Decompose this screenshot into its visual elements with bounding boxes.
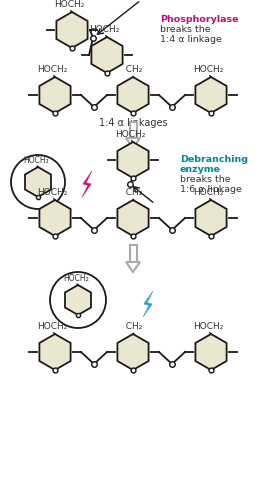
Text: HOCH₂: HOCH₂ [63, 274, 89, 283]
Text: breaks the: breaks the [160, 26, 211, 35]
Circle shape [50, 272, 106, 328]
Text: breaks the: breaks the [180, 176, 231, 184]
Text: HOCH₂: HOCH₂ [193, 65, 223, 74]
Text: HOCH₂: HOCH₂ [193, 322, 223, 331]
Polygon shape [40, 334, 70, 370]
Polygon shape [195, 77, 227, 113]
Polygon shape [143, 291, 153, 317]
Polygon shape [117, 77, 149, 113]
Polygon shape [117, 142, 149, 178]
Polygon shape [91, 37, 123, 73]
Polygon shape [82, 171, 92, 197]
Text: HOCH₂: HOCH₂ [115, 130, 145, 139]
Text: HOCH₂: HOCH₂ [37, 322, 67, 331]
Polygon shape [117, 334, 149, 370]
Polygon shape [65, 285, 91, 315]
Text: enzyme: enzyme [180, 166, 221, 174]
Polygon shape [56, 12, 88, 48]
Circle shape [11, 155, 65, 209]
Text: CH₂: CH₂ [124, 188, 142, 197]
Polygon shape [126, 262, 140, 272]
Text: HOCH₂: HOCH₂ [37, 188, 67, 197]
Text: HOCH₂: HOCH₂ [23, 156, 49, 165]
Text: 1:4 α linkage: 1:4 α linkage [160, 34, 222, 43]
Text: HOCH₂: HOCH₂ [89, 25, 119, 34]
Polygon shape [25, 167, 51, 197]
Polygon shape [195, 200, 227, 236]
Bar [129, 122, 136, 138]
Text: CH₂: CH₂ [124, 65, 142, 74]
Text: HOCH₂: HOCH₂ [37, 65, 67, 74]
Text: CH₂: CH₂ [124, 322, 142, 331]
Text: Phosphorylase: Phosphorylase [160, 16, 238, 24]
Text: HOCH₂: HOCH₂ [193, 188, 223, 197]
Text: Debranching: Debranching [180, 156, 248, 164]
Polygon shape [126, 138, 140, 148]
Text: 1:4 α linkages: 1:4 α linkages [99, 118, 167, 128]
Polygon shape [40, 77, 70, 113]
Polygon shape [117, 200, 149, 236]
Polygon shape [40, 200, 70, 236]
Text: HOCH₂: HOCH₂ [54, 0, 84, 9]
Text: 1:6 α linkage: 1:6 α linkage [180, 186, 242, 194]
Bar [129, 245, 136, 262]
Polygon shape [195, 334, 227, 370]
